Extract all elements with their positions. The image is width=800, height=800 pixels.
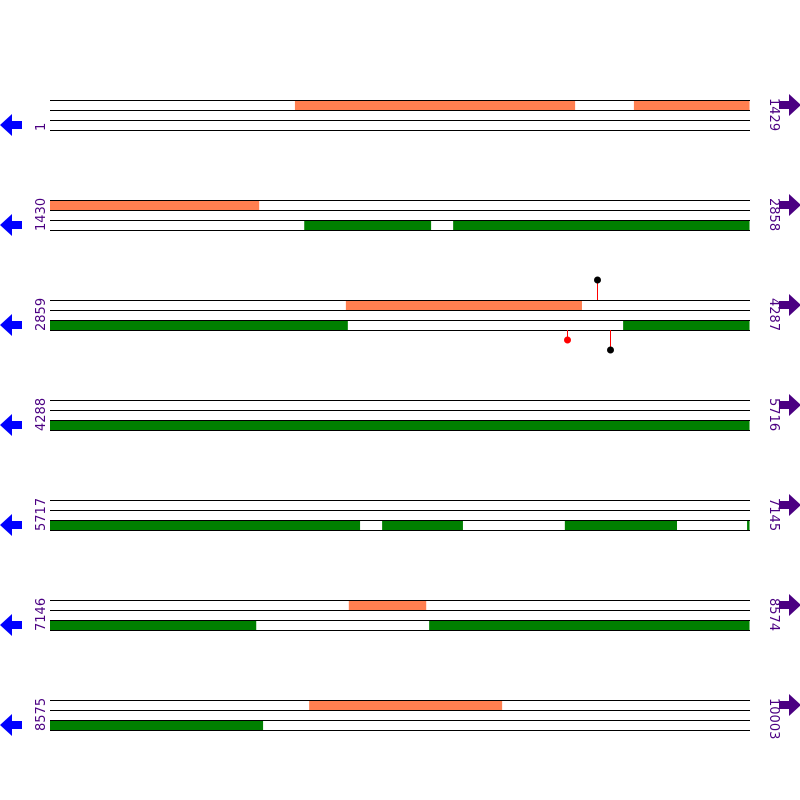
green-feature (747, 520, 750, 530)
left-arrow-icon (0, 114, 22, 136)
marker-head (594, 276, 601, 284)
row-end-label: 7145 (766, 498, 781, 531)
orange-feature (309, 700, 503, 710)
green-feature (50, 720, 264, 730)
orange-feature (294, 100, 576, 110)
row-end-label: 5716 (766, 398, 781, 431)
sequence-row: 4288 5716 (0, 394, 800, 436)
marker-head (564, 336, 571, 344)
orange-feature (348, 600, 427, 610)
row-start-label: 1430 (34, 198, 49, 231)
sequence-row: 2859 4287 (0, 276, 800, 354)
row-end-label: 1429 (766, 98, 781, 131)
right-arrow-icon (779, 394, 800, 416)
row-end-label: 4287 (766, 298, 781, 331)
right-arrow-icon (779, 94, 800, 116)
right-arrow-icon (779, 294, 800, 316)
row-start-label: 8575 (34, 698, 49, 731)
green-feature (564, 520, 678, 530)
left-arrow-icon (0, 314, 22, 336)
right-arrow-icon (779, 194, 800, 216)
sequence-row: 8575 10003 (0, 694, 800, 739)
right-arrow-icon (779, 694, 800, 716)
sequence-row: 1 1429 (0, 94, 800, 136)
right-arrow-icon (779, 494, 800, 516)
green-feature (429, 620, 750, 630)
green-feature (50, 620, 257, 630)
green-feature (50, 420, 750, 430)
orange-feature (50, 200, 260, 210)
green-feature (382, 520, 463, 530)
orange-feature (633, 100, 750, 110)
right-arrow-icon (779, 594, 800, 616)
row-end-label: 10003 (766, 698, 781, 739)
left-arrow-icon (0, 214, 22, 236)
marker-head (607, 346, 614, 354)
row-start-label: 1 (34, 123, 49, 131)
left-arrow-icon (0, 414, 22, 436)
green-feature (623, 320, 750, 330)
green-feature (304, 220, 432, 230)
row-start-label: 7146 (34, 598, 49, 631)
orange-feature (345, 300, 582, 310)
left-arrow-icon (0, 714, 22, 736)
green-feature (453, 220, 750, 230)
row-start-label: 5717 (34, 498, 49, 531)
sequence-row: 7146 8574 (0, 594, 800, 636)
row-end-label: 8574 (766, 598, 781, 631)
row-start-label: 2859 (34, 298, 49, 331)
left-arrow-icon (0, 614, 22, 636)
sequence-row: 5717 7145 (0, 494, 800, 536)
green-feature (50, 520, 361, 530)
row-end-label: 2858 (766, 198, 781, 231)
left-arrow-icon (0, 514, 22, 536)
sequence-row: 1430 2858 (0, 194, 800, 236)
green-feature (50, 320, 348, 330)
row-start-label: 4288 (34, 398, 49, 431)
